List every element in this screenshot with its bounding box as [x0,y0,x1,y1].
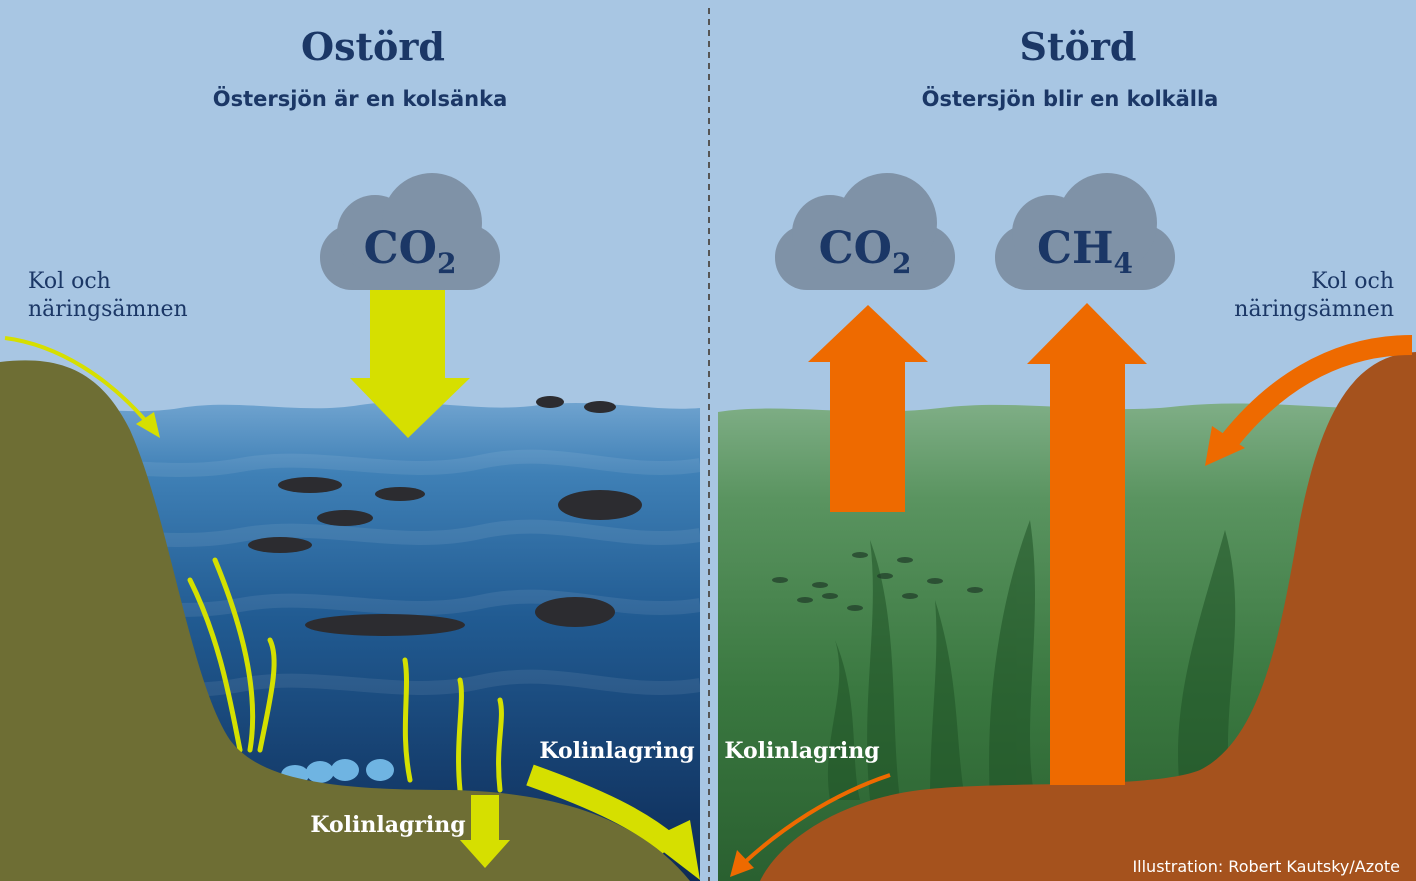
rect [1050,362,1125,785]
storage-label: Kolinlagring [724,738,879,764]
ellipse [248,537,312,553]
ellipse [558,490,642,520]
ellipse [366,759,394,781]
ellipse [536,396,564,408]
ellipse [331,759,359,781]
credit: Illustration: Robert Kautsky/Azote [1132,857,1400,876]
inflow-label: näringsämnen [1234,297,1394,322]
ellipse [812,582,828,588]
storage-label: Kolinlagring [539,738,694,764]
ellipse [852,552,868,558]
panel-subtitle: Östersjön är en kolsänka [213,86,508,111]
rect [370,290,445,380]
ellipse [375,487,425,501]
ellipse [535,597,615,627]
inflow-label: Kol och [28,269,111,294]
ellipse [584,401,616,413]
inflow-label: näringsämnen [28,297,188,322]
panel-title: Ostörd [301,24,445,69]
ellipse [877,573,893,579]
formula-subscript: 4 [1114,247,1133,280]
path [499,700,502,790]
rect [471,795,499,840]
formula-text: CH [1037,223,1114,274]
inflow-label: Kol och [1311,269,1394,294]
ellipse [927,578,943,584]
panel-title: Störd [1020,24,1137,69]
formula-subscript: 2 [892,247,911,280]
ellipse [967,587,983,593]
formula-text: CO [364,223,437,274]
illustration: CO2CO2CH4 Ostörd Östersjön är en kolsänk… [0,0,1416,881]
ellipse [797,597,813,603]
path [459,680,462,790]
ellipse [902,593,918,599]
formula-subscript: 2 [437,247,456,280]
formula-text: CO [819,223,892,274]
ellipse [278,477,342,493]
ellipse [897,557,913,563]
ellipse [306,761,334,783]
panel-subtitle: Östersjön blir en kolkälla [922,86,1219,111]
ellipse [772,577,788,583]
ellipse [847,605,863,611]
rect [830,360,905,512]
ellipse [822,593,838,599]
ellipse [317,510,373,526]
storage-label: Kolinlagring [310,812,465,838]
ellipse [305,614,465,636]
